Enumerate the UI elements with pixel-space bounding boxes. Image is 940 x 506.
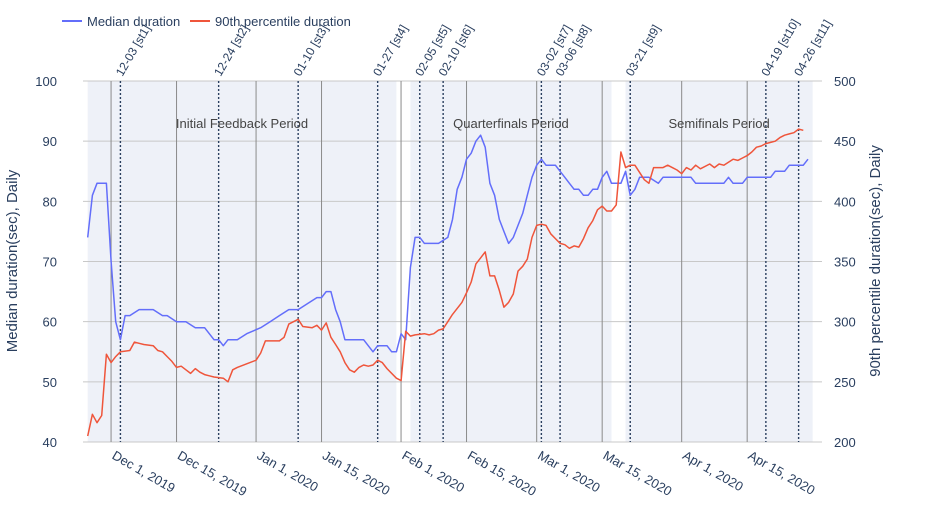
- period-label-3: Semifinals Period: [669, 116, 770, 131]
- y-axis-right-title: 90th percentile duration(sec), Daily: [867, 145, 884, 377]
- x-tick-4: Jan 15, 2020: [320, 448, 393, 499]
- y-left-tick-80: 80: [43, 194, 57, 209]
- grid-lines: [83, 80, 822, 443]
- x-tick-2: Dec 15, 2019: [175, 448, 249, 500]
- y-left-tick-50: 50: [43, 375, 57, 390]
- y-right-tick-300: 300: [834, 315, 856, 330]
- stage-label-2: 12-24 [st2]: [211, 22, 251, 78]
- median-duration-line: [86, 134, 809, 353]
- stage-label-9: 03-21 [st9]: [623, 22, 663, 78]
- stage-markers: [119, 81, 800, 442]
- y-axis-left-title: Median duration(sec), Daily: [4, 169, 21, 352]
- legend-label-p90[interactable]: 90th percentile duration: [215, 14, 351, 29]
- y-right-tick-400: 400: [834, 194, 856, 209]
- y-right-tick-250: 250: [834, 375, 856, 390]
- x-tick-8: Mar 15, 2020: [601, 448, 675, 499]
- x-tick-6: Feb 15, 2020: [465, 448, 539, 499]
- x-tick-1: Dec 1, 2019: [110, 448, 178, 496]
- x-tick-5: Feb 1, 2020: [400, 448, 468, 496]
- stage-label-1: 12-03 [st1]: [113, 22, 153, 78]
- x-tick-10: Apr 15, 2020: [746, 448, 818, 498]
- y-left-tick-70: 70: [43, 255, 57, 270]
- legend[interactable]: Median duration 90th percentile duration: [62, 14, 351, 29]
- period-label-1: Initial Feedback Period: [176, 116, 308, 131]
- x-tick-7: Mar 1, 2020: [535, 448, 603, 496]
- period-label-2: Quarterfinals Period: [453, 116, 569, 131]
- legend-label-median[interactable]: Median duration: [87, 14, 180, 29]
- y-right-tick-200: 200: [834, 435, 856, 450]
- y-left-tick-60: 60: [43, 315, 57, 330]
- y-right-tick-500: 500: [834, 74, 856, 89]
- y-right-tick-350: 350: [834, 255, 856, 270]
- x-tick-3: Jan 1, 2020: [255, 448, 321, 495]
- stage-label-4: 01-27 [st4]: [370, 22, 410, 78]
- x-tick-9: Apr 1, 2020: [680, 448, 746, 495]
- series-lines: [86, 128, 809, 437]
- y-left-tick-90: 90: [43, 134, 57, 149]
- y-left-tick-100: 100: [35, 74, 57, 89]
- p90-duration-line: [86, 128, 804, 437]
- y-right-tick-450: 450: [834, 134, 856, 149]
- y-left-tick-40: 40: [43, 435, 57, 450]
- stage-label-3: 01-10 [st3]: [291, 22, 331, 78]
